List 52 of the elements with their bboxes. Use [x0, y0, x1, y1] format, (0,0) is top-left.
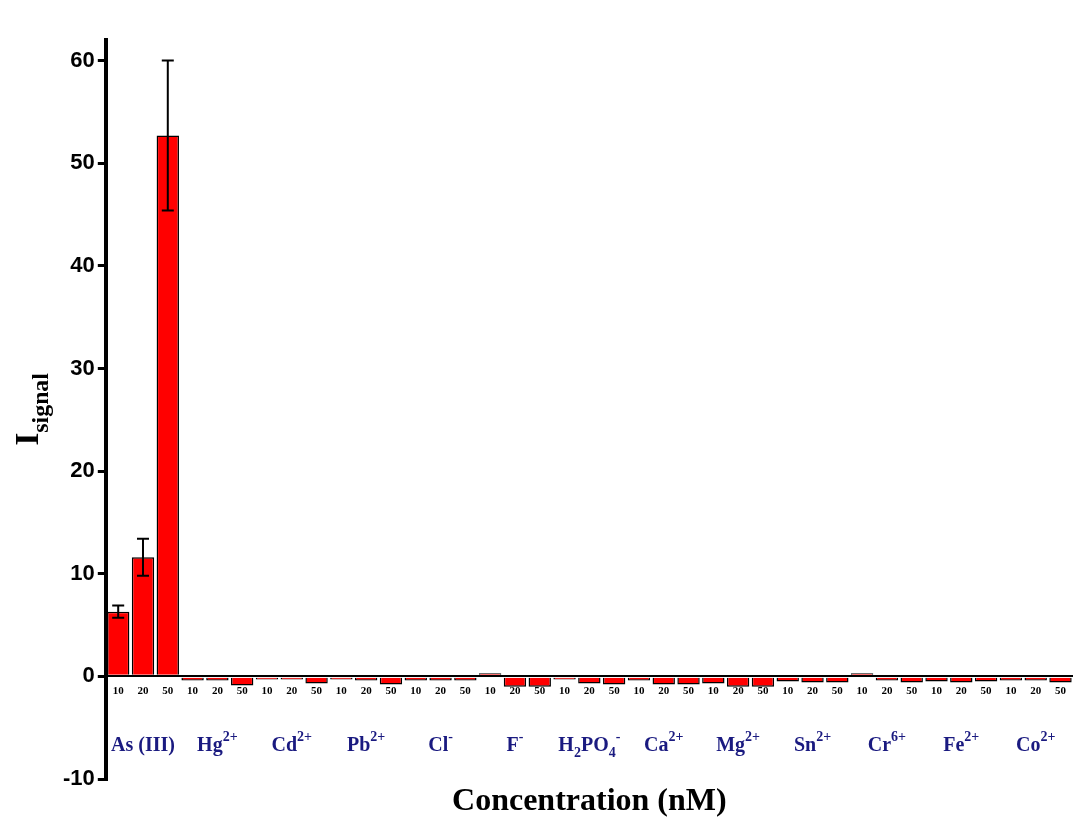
y-tick-label: 0: [82, 662, 95, 688]
x-tick-label: 10: [335, 683, 348, 696]
x-tick-label: 10: [856, 683, 869, 696]
x-tick-label: 20: [1030, 683, 1042, 696]
x-tick-label: 50: [831, 683, 844, 696]
x-tick-label: 10: [261, 683, 273, 696]
x-tick-label: 50: [757, 683, 769, 696]
x-tick-label: 50: [683, 683, 695, 696]
y-tick-label: 20: [70, 457, 95, 483]
annotation: F-: [506, 729, 524, 756]
y-tick-label: 10: [70, 559, 95, 585]
x-axis-title: Concentration (nM): [452, 781, 727, 817]
x-tick-label: 50: [534, 683, 546, 696]
x-tick-label: 50: [311, 683, 323, 696]
x-tick-label: 10: [187, 683, 199, 696]
y-tick-label: 50: [70, 149, 95, 175]
x-tick-label: 10: [112, 683, 125, 696]
x-tick-label: 50: [980, 683, 993, 696]
x-tick-label: 20: [583, 683, 596, 696]
x-tick-label: 50: [385, 683, 397, 696]
x-tick-label: 50: [608, 683, 621, 696]
x-tick-label: 20: [658, 683, 670, 696]
y-tick-label: -10: [63, 765, 95, 791]
x-tick-label: 10: [559, 683, 571, 696]
x-tick-label: 10: [633, 683, 645, 696]
x-tick-label: 10: [782, 683, 794, 696]
x-tick-label: 20: [955, 683, 968, 696]
x-tick-label: 20: [286, 683, 298, 696]
x-tick-label: 10: [484, 683, 497, 696]
y-tick-label: 60: [70, 46, 95, 72]
x-tick-label: 50: [1055, 683, 1067, 696]
x-tick-label: 10: [931, 683, 943, 696]
x-tick-label: 10: [707, 683, 720, 696]
annotation: Cl-: [428, 729, 454, 756]
x-tick-label: 50: [236, 683, 249, 696]
x-tick-label: 20: [732, 683, 745, 696]
y-axis-title: Isignal: [8, 372, 54, 446]
x-tick-label: 20: [435, 683, 447, 696]
x-tick-label: 20: [509, 683, 521, 696]
x-tick-label: 10: [1005, 683, 1017, 696]
y-tick-label: 30: [70, 354, 95, 380]
x-tick-label: 20: [211, 683, 224, 696]
x-tick-label: 50: [459, 683, 472, 696]
x-tick-label: 20: [360, 683, 373, 696]
x-tick-label: 50: [906, 683, 918, 696]
x-tick-label: 20: [137, 683, 149, 696]
x-tick-label: 20: [807, 683, 819, 696]
x-tick-label: 10: [410, 683, 422, 696]
annotation: As (III): [111, 733, 175, 757]
y-tick-label: 40: [70, 251, 95, 277]
x-tick-label: 20: [881, 683, 893, 696]
x-tick-label: 50: [162, 683, 174, 696]
